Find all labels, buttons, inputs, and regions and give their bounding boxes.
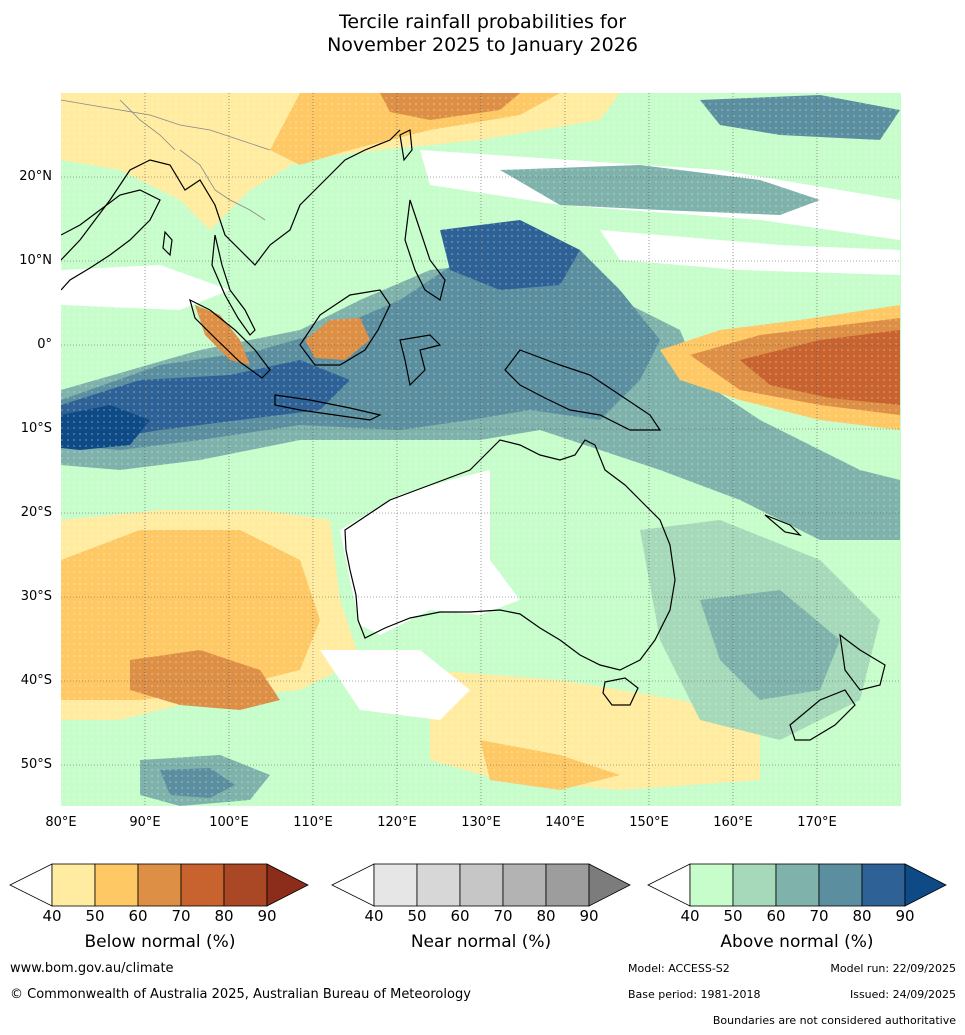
colorbar-above-tick: 50 (723, 907, 743, 925)
colorbar-near-tick: 50 (407, 907, 427, 925)
colorbar-below (9, 863, 309, 907)
coast-sumatra (189, 298, 271, 379)
lon-label-150e: 150°E (629, 815, 669, 830)
coastlines (61, 129, 886, 741)
lat-label-20s: 20°S (20, 505, 52, 520)
lon-label-160e: 160°E (713, 815, 753, 830)
lon-label-120e: 120°E (377, 815, 417, 830)
colorbar-below-segment (180, 863, 225, 907)
coast-sulawesi (399, 334, 442, 387)
colorbar-above-tick: 60 (766, 907, 786, 925)
colorbar-below-tick: 80 (214, 907, 234, 925)
colorbar-above-tick: 70 (809, 907, 829, 925)
lat-label-30s: 30°S (20, 589, 52, 604)
colorbar-near (331, 863, 631, 907)
colorbar-near-under-arrow (331, 863, 375, 907)
coast-new-zealand-north (839, 633, 886, 691)
colorbar-below-segment (223, 863, 268, 907)
colorbar-near-tick: 60 (450, 907, 470, 925)
footer-issued: Issued: 24/09/2025 (849, 988, 956, 1001)
lon-label-130e: 130°E (461, 815, 501, 830)
graticule (61, 93, 901, 806)
lon-label-80e: 80°E (45, 815, 77, 830)
colorbar-below-tick: 70 (171, 907, 191, 925)
colorbar-below-tick: 40 (42, 907, 62, 925)
coast-new-caledonia (764, 514, 802, 536)
lat-label-10s: 10°S (20, 421, 52, 436)
coast-taiwan (399, 129, 413, 162)
colorbar-below-tick: 50 (85, 907, 105, 925)
coast-india (61, 189, 161, 291)
colorbar-above-segment (689, 863, 734, 907)
colorbar-near-segment (502, 863, 547, 907)
colorbar-near-title: Near normal (%) (410, 932, 552, 952)
footer-model-run: Model run: 22/09/2025 (830, 962, 956, 975)
colorbar-near-tick: 90 (579, 907, 599, 925)
colorbar-near-tick: 80 (536, 907, 556, 925)
footer-disclaimer: Boundaries are not considered authoritat… (712, 1014, 956, 1027)
footer-copyright: © Commonwealth of Australia 2025, Austra… (10, 987, 471, 1002)
colorbar-above-title: Above normal (%) (720, 932, 874, 952)
colorbar-near-segment (416, 863, 461, 907)
colorbar-above (647, 863, 947, 907)
colorbar-above-segment (861, 863, 906, 907)
colorbar-near-segment (373, 863, 418, 907)
colorbar-below-segment (137, 863, 182, 907)
colorbar-below-segment (94, 863, 139, 907)
coast-new-guinea (504, 349, 662, 431)
coast-borneo (299, 289, 391, 366)
coast-philippines (404, 199, 446, 301)
coast-sri-lanka (162, 230, 173, 257)
title-line-1: Tercile rainfall probabilities for (338, 11, 627, 33)
lon-label-110e: 110°E (293, 815, 333, 830)
lon-label-100e: 100°E (209, 815, 249, 830)
coast-australia (344, 439, 676, 671)
coast-java (274, 394, 382, 421)
footer-model: Model: ACCESS-S2 (628, 962, 730, 975)
colorbar-below-over-arrow (266, 863, 309, 907)
borders (61, 99, 271, 221)
colorbar-above-under-arrow (647, 863, 691, 907)
colorbar-above-over-arrow (904, 863, 947, 907)
colorbar-near-tick: 70 (493, 907, 513, 925)
footer-website: www.bom.gov.au/climate (10, 961, 174, 976)
colorbar-above-segment (818, 863, 863, 907)
lat-label-20n: 20°N (19, 169, 52, 184)
coast-tasmania (602, 677, 639, 706)
colorbar-below-segment (51, 863, 96, 907)
colorbar-above-segment (732, 863, 777, 907)
colorbar-below-tick: 90 (257, 907, 277, 925)
lon-label-170e: 170°E (797, 815, 837, 830)
colorbar-above-segment (775, 863, 820, 907)
lat-label-50s: 50°S (20, 757, 52, 772)
title-line-2: November 2025 to January 2026 (327, 34, 638, 56)
footer-base-period: Base period: 1981-2018 (628, 988, 761, 1001)
colorbar-near-over-arrow (588, 863, 631, 907)
colorbar-near-tick: 40 (364, 907, 384, 925)
colorbar-near-segment (545, 863, 590, 907)
colorbar-near-segment (459, 863, 504, 907)
colorbar-below-under-arrow (9, 863, 53, 907)
coast-malay-peninsula (211, 234, 256, 336)
coast-new-zealand-south (789, 689, 856, 741)
coast-mainland-asia (61, 129, 401, 266)
colorbar-above-tick: 90 (895, 907, 915, 925)
lat-label-10n: 10°N (19, 253, 52, 268)
colorbar-above-tick: 80 (852, 907, 872, 925)
lat-label-equator: 0° (37, 337, 52, 352)
lat-label-40s: 40°S (20, 673, 52, 688)
lon-label-140e: 140°E (545, 815, 585, 830)
probability-field (61, 93, 901, 806)
colorbar-below-title: Below normal (%) (84, 932, 236, 952)
colorbar-above-tick: 40 (680, 907, 700, 925)
lon-label-90e: 90°E (129, 815, 161, 830)
colorbar-below-tick: 60 (128, 907, 148, 925)
